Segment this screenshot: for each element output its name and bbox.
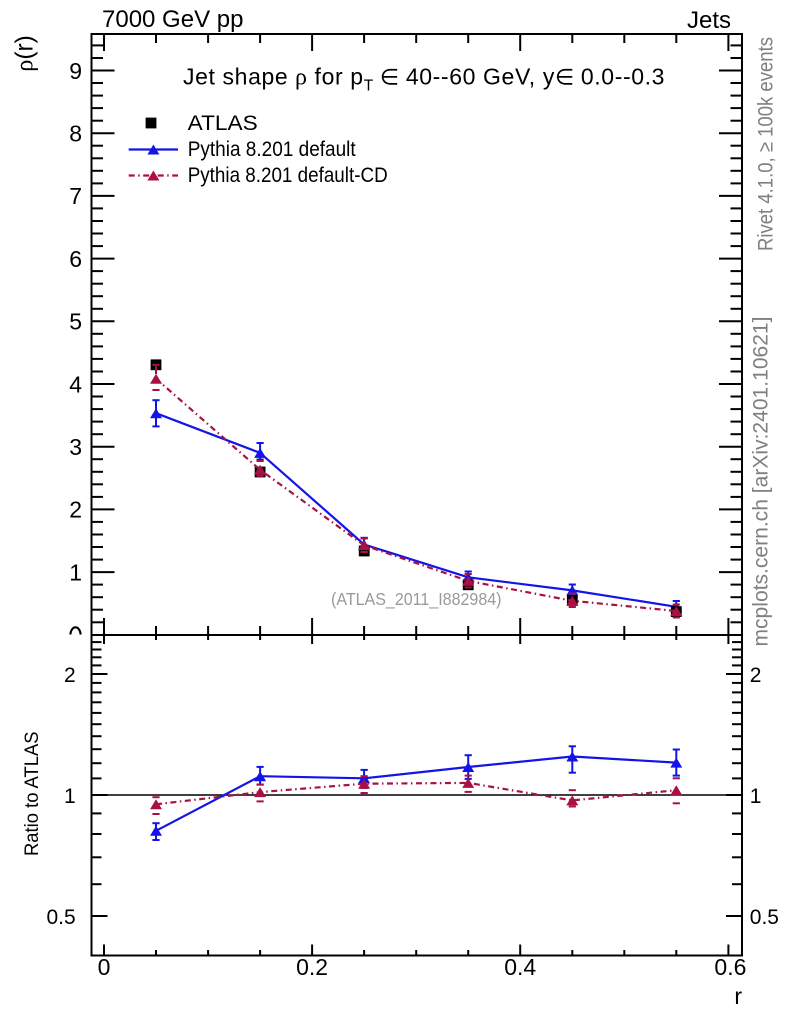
svg-text:9: 9: [69, 58, 82, 84]
svg-text:7: 7: [69, 183, 82, 209]
svg-text:1: 1: [64, 785, 76, 808]
svg-text:4: 4: [69, 371, 82, 397]
svg-text:0.5: 0.5: [46, 906, 75, 929]
svg-text:0.6: 0.6: [714, 954, 746, 980]
svg-text:Rivet 4.1.0, ≥ 100k events: Rivet 4.1.0, ≥ 100k events: [755, 37, 778, 251]
svg-text:Pythia 8.201 default: Pythia 8.201 default: [188, 138, 356, 161]
svg-text:0: 0: [98, 954, 111, 980]
svg-text:3: 3: [69, 434, 82, 460]
svg-text:7000 GeV pp: 7000 GeV pp: [102, 6, 243, 33]
svg-text:2: 2: [64, 664, 76, 687]
svg-text:1: 1: [750, 785, 762, 808]
svg-text:1: 1: [69, 559, 82, 585]
svg-text:r: r: [734, 983, 742, 1009]
svg-text:8: 8: [69, 121, 82, 147]
svg-text:mcplots.cern.ch [arXiv:2401.10: mcplots.cern.ch [arXiv:2401.10621]: [750, 317, 773, 647]
svg-text:Ratio to ATLAS: Ratio to ATLAS: [21, 732, 43, 857]
svg-text:0.5: 0.5: [750, 906, 779, 929]
svg-text:2: 2: [750, 664, 762, 687]
svg-text:0.2: 0.2: [296, 954, 328, 980]
svg-text:0.4: 0.4: [504, 954, 536, 980]
svg-text:Pythia 8.201 default-CD: Pythia 8.201 default-CD: [188, 164, 388, 187]
svg-text:ρ(r): ρ(r): [10, 35, 38, 72]
svg-text:5: 5: [69, 309, 82, 335]
svg-text:(ATLAS_2011_I882984): (ATLAS_2011_I882984): [331, 589, 502, 610]
svg-text:ATLAS: ATLAS: [188, 112, 258, 135]
svg-text:6: 6: [69, 246, 82, 272]
svg-text:Jet shape ρ for pT ∈ 40--60 Ge: Jet shape ρ for pT ∈ 40--60 GeV, y∈ 0.0-…: [183, 63, 665, 94]
svg-text:2: 2: [69, 497, 82, 523]
svg-text:Jets: Jets: [687, 7, 731, 34]
